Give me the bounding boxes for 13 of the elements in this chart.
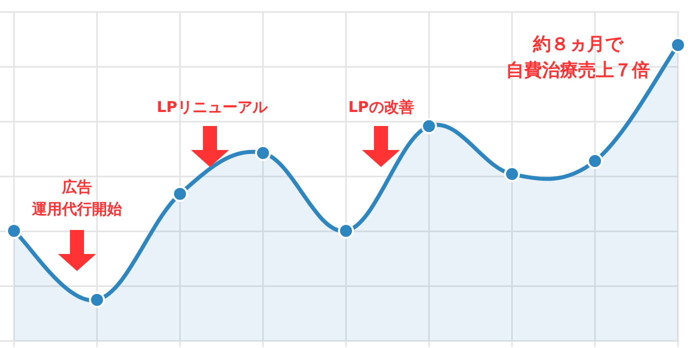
point (504, 166, 520, 182)
point (670, 37, 686, 53)
point (587, 153, 603, 170)
point (89, 292, 105, 308)
point (6, 222, 22, 239)
annotation: LPの改善 (348, 98, 414, 116)
point (172, 186, 188, 202)
point (338, 222, 354, 239)
annotation: 広告運用代行開始 (32, 178, 122, 218)
point (255, 145, 271, 162)
point (421, 118, 437, 134)
annotation: 約８ヵ月で自費治療売上７倍 (506, 34, 650, 81)
annotation: LPリニューアル (156, 98, 268, 116)
